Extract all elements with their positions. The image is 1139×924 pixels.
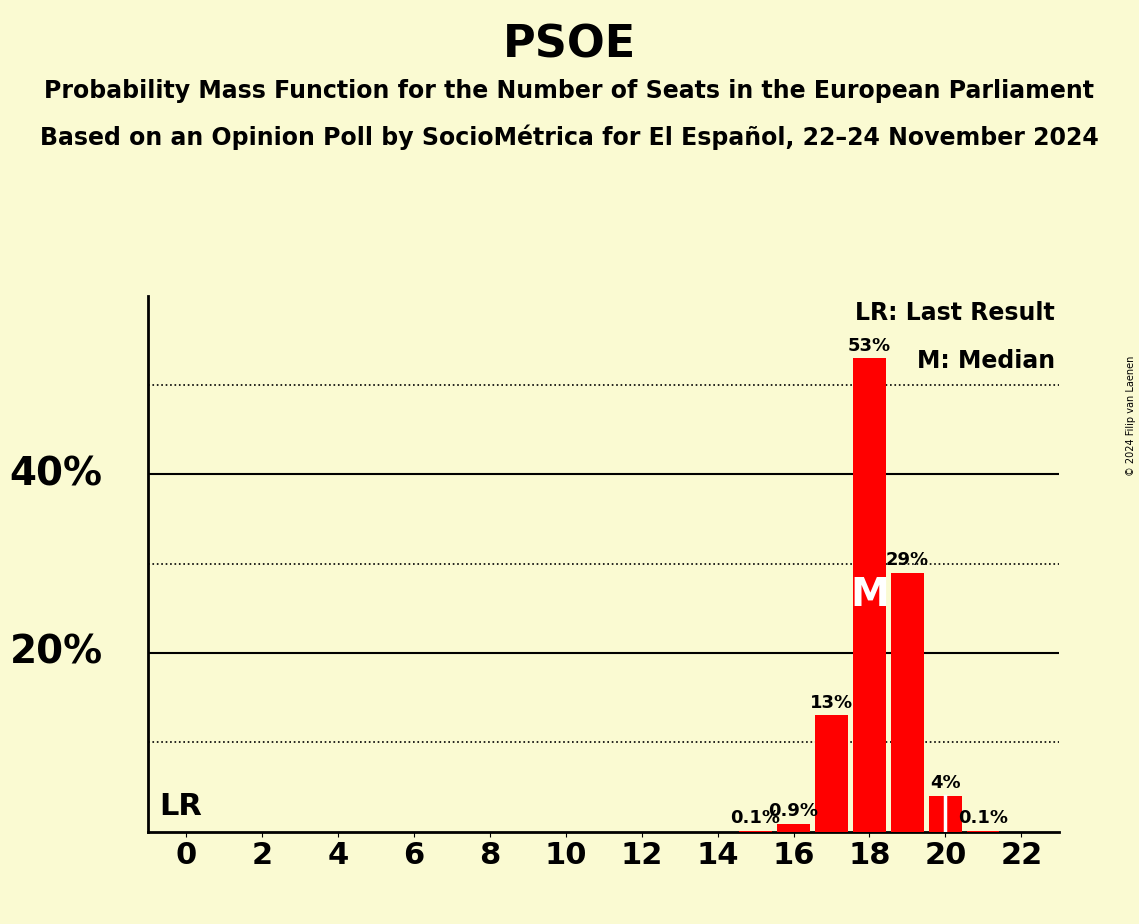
Text: M: Median: M: Median: [917, 349, 1055, 373]
Text: © 2024 Filip van Laenen: © 2024 Filip van Laenen: [1126, 356, 1136, 476]
Text: 40%: 40%: [9, 456, 103, 493]
Text: 53%: 53%: [847, 336, 891, 355]
Text: 20%: 20%: [9, 634, 103, 672]
Text: 4%: 4%: [931, 774, 960, 792]
Text: LR: Last Result: LR: Last Result: [855, 301, 1055, 325]
Text: Probability Mass Function for the Number of Seats in the European Parliament: Probability Mass Function for the Number…: [44, 79, 1095, 103]
Text: LR: LR: [159, 792, 203, 821]
Bar: [929, 796, 961, 832]
Bar: [777, 823, 810, 832]
Text: PSOE: PSOE: [503, 23, 636, 67]
Bar: [816, 715, 847, 832]
Text: 0.9%: 0.9%: [769, 802, 819, 820]
Text: 29%: 29%: [886, 551, 929, 569]
Text: Based on an Opinion Poll by SocioMétrica for El Español, 22–24 November 2024: Based on an Opinion Poll by SocioMétrica…: [40, 125, 1099, 151]
Text: M: M: [850, 576, 888, 614]
Bar: [891, 573, 924, 832]
Text: 0.1%: 0.1%: [958, 809, 1008, 827]
Text: 13%: 13%: [810, 694, 853, 711]
Bar: [853, 359, 886, 832]
Text: 0.1%: 0.1%: [730, 809, 780, 827]
